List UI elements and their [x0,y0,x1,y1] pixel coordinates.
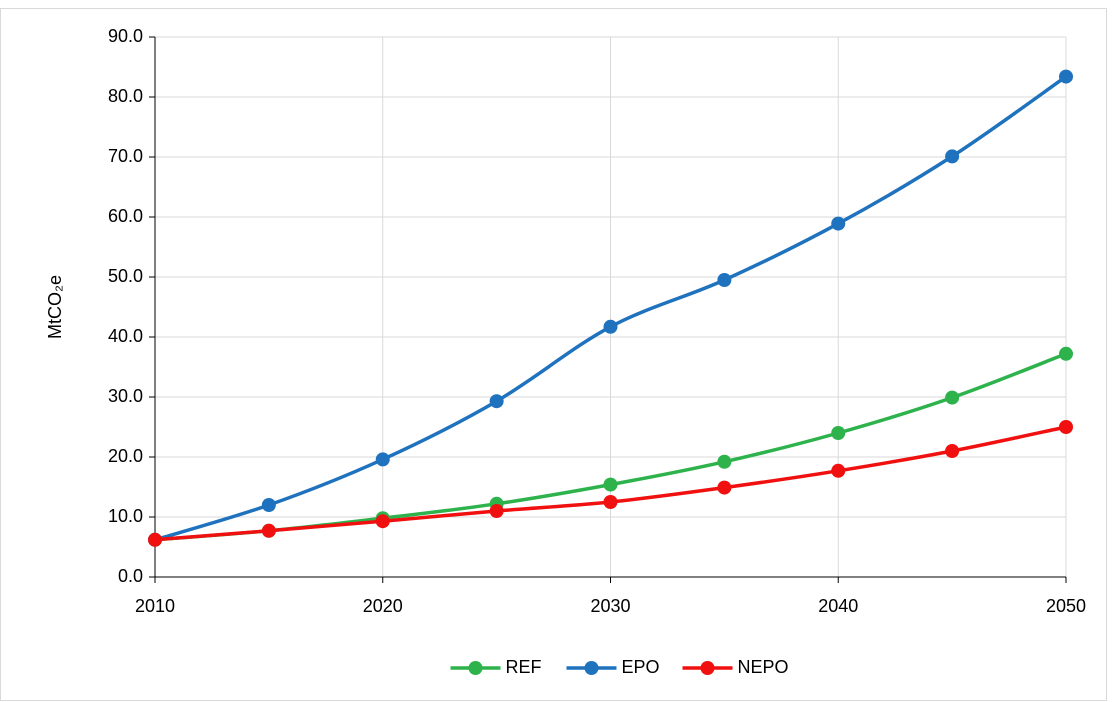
data-point [1059,69,1073,84]
chart-border [0,8,1107,701]
x-tick-label: 2030 [590,596,630,616]
data-point [717,273,732,287]
data-point [945,149,960,164]
y-tick-label: 30.0 [108,386,143,406]
y-tick-label: 20.0 [108,446,143,466]
y-tick-label: 50.0 [108,266,143,286]
x-tick-label: 2050 [1046,596,1086,616]
data-point [945,390,960,405]
x-tick-label: 2040 [818,596,858,616]
data-point [261,523,276,538]
y-tick-label: 60.0 [108,206,143,226]
y-tick-label: 90.0 [108,26,143,46]
data-point [261,498,276,512]
data-point [489,394,504,409]
data-point [831,216,846,231]
y-tick-label: 10.0 [108,506,143,526]
legend-marker [700,661,715,675]
data-point [831,463,846,478]
data-point [148,532,162,547]
y-tick-label: 80.0 [108,86,143,106]
data-point [603,319,618,334]
data-point [603,495,618,509]
data-point [375,452,390,467]
data-point [831,426,846,440]
y-axis-label: MtCO₂e [45,275,65,339]
legend-marker [584,661,599,675]
legend-label: NEPO [738,657,789,677]
data-point [603,477,618,492]
data-point [945,444,960,458]
data-point [375,514,390,529]
y-tick-label: 40.0 [108,326,143,346]
data-point [1059,420,1073,434]
data-point [717,454,732,469]
legend-marker [468,661,483,675]
legend-label: REF [506,657,542,677]
x-tick-label: 2020 [363,596,403,616]
legend-label: EPO [622,657,660,677]
data-point [1059,346,1073,361]
data-point [489,504,504,518]
y-tick-label: 0.0 [118,566,143,586]
data-point [717,480,732,495]
y-tick-label: 70.0 [108,146,143,166]
x-tick-label: 2010 [135,596,175,616]
